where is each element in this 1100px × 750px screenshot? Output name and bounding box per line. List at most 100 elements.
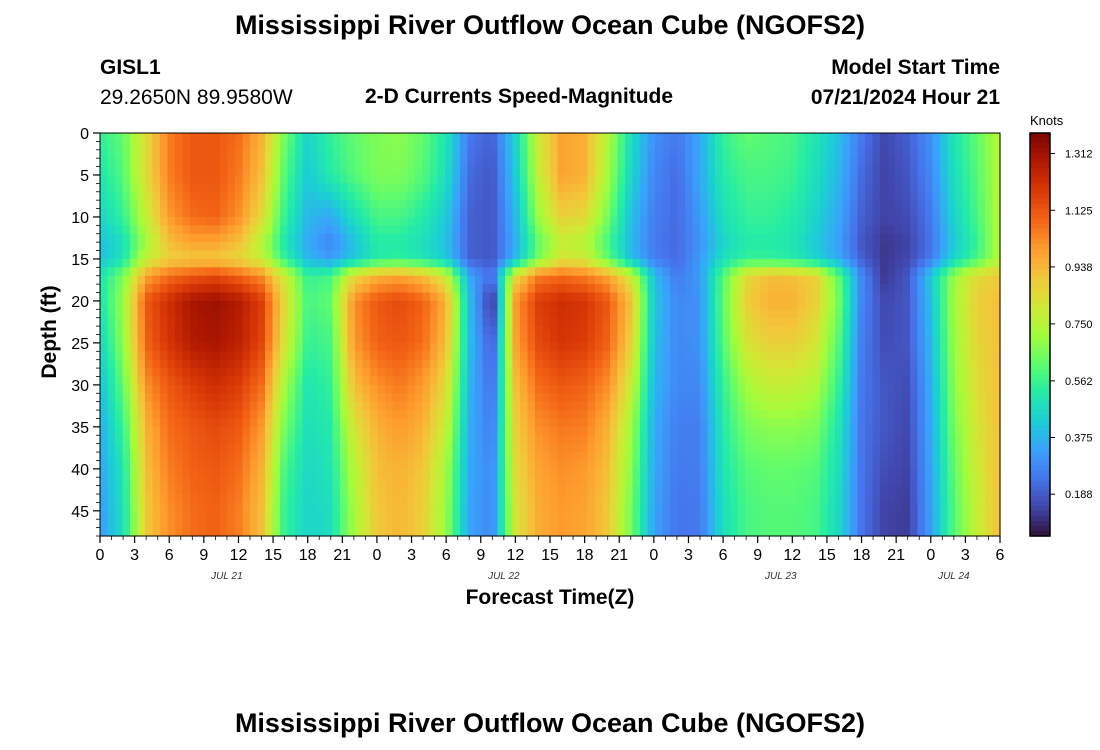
heatmap-cell	[955, 216, 964, 226]
heatmap-cell	[842, 460, 851, 470]
heatmap-cell	[887, 284, 896, 294]
heatmap-cell	[325, 468, 334, 478]
heatmap-cell	[235, 393, 244, 403]
heatmap-cell	[805, 258, 814, 268]
heatmap-cell	[385, 309, 394, 319]
heatmap-cell	[632, 410, 641, 420]
heatmap-cell	[557, 384, 566, 394]
heatmap-cell	[362, 275, 371, 285]
heatmap-cell	[782, 300, 791, 310]
heatmap-cell	[917, 133, 926, 142]
heatmap-cell	[850, 468, 859, 478]
heatmap-cell	[557, 368, 566, 378]
heatmap-cell	[295, 284, 304, 294]
heatmap-cell	[452, 477, 461, 487]
heatmap-cell	[857, 300, 866, 310]
heatmap-cell	[377, 334, 386, 344]
heatmap-cell	[317, 284, 326, 294]
heatmap-cell	[707, 258, 716, 268]
heatmap-cell	[197, 418, 206, 428]
heatmap-cell	[587, 342, 596, 352]
heatmap-cell	[257, 426, 266, 436]
heatmap-cell	[827, 317, 836, 327]
heatmap-cell	[340, 275, 349, 285]
heatmap-cell	[452, 225, 461, 235]
heatmap-cell	[625, 191, 634, 201]
heatmap-cell	[182, 410, 191, 420]
heatmap-cell	[325, 435, 334, 445]
heatmap-cell	[947, 452, 956, 462]
heatmap-cell	[722, 368, 731, 378]
heatmap-cell	[407, 183, 416, 193]
heatmap-cell	[670, 141, 679, 151]
heatmap-cell	[737, 174, 746, 184]
heatmap-cell	[947, 426, 956, 436]
heatmap-cell	[850, 158, 859, 168]
heatmap-cell	[205, 225, 214, 235]
heatmap-cell	[775, 158, 784, 168]
heatmap-cell	[122, 183, 131, 193]
heatmap-cell	[505, 233, 514, 243]
heatmap-cell	[535, 452, 544, 462]
heatmap-cell	[482, 443, 491, 453]
heatmap-cell	[152, 334, 161, 344]
heatmap-cell	[482, 326, 491, 336]
heatmap-cell	[565, 166, 574, 176]
heatmap-cell	[565, 376, 574, 386]
heatmap-cell	[280, 326, 289, 336]
heatmap-cell	[887, 435, 896, 445]
heatmap-cell	[115, 183, 124, 193]
heatmap-cell	[827, 200, 836, 210]
heatmap-cell	[910, 225, 919, 235]
heatmap-cell	[460, 292, 469, 302]
heatmap-cell	[340, 309, 349, 319]
heatmap-cell	[100, 300, 109, 310]
heatmap-cell	[835, 300, 844, 310]
heatmap-cell	[415, 460, 424, 470]
heatmap-cell	[152, 435, 161, 445]
heatmap-cell	[265, 233, 274, 243]
heatmap-cell	[362, 158, 371, 168]
heatmap-cell	[887, 393, 896, 403]
heatmap-cell	[100, 309, 109, 319]
heatmap-cell	[130, 359, 139, 369]
heatmap-cell	[820, 468, 829, 478]
heatmap-cell	[895, 359, 904, 369]
heatmap-cell	[580, 267, 589, 277]
heatmap-cell	[707, 149, 716, 159]
heatmap-cell	[737, 309, 746, 319]
heatmap-cell	[992, 359, 1001, 369]
heatmap-cell	[820, 426, 829, 436]
heatmap-cell	[932, 460, 941, 470]
heatmap-cell	[355, 317, 364, 327]
heatmap-cell	[212, 208, 221, 218]
heatmap-cell	[940, 342, 949, 352]
heatmap-cell	[152, 326, 161, 336]
heatmap-cell	[655, 309, 664, 319]
heatmap-cell	[707, 216, 716, 226]
heatmap-cell	[250, 275, 259, 285]
heatmap-cell	[910, 174, 919, 184]
heatmap-cell	[550, 477, 559, 487]
heatmap-cell	[955, 376, 964, 386]
heatmap-cell	[137, 410, 146, 420]
heatmap-cell	[565, 275, 574, 285]
heatmap-cell	[535, 216, 544, 226]
heatmap-cell	[955, 443, 964, 453]
heatmap-cell	[422, 133, 431, 142]
heatmap-cell	[445, 275, 454, 285]
heatmap-cell	[917, 141, 926, 151]
heatmap-cell	[107, 452, 116, 462]
heatmap-cell	[340, 376, 349, 386]
heatmap-cell	[707, 334, 716, 344]
heatmap-cell	[392, 359, 401, 369]
heatmap-cell	[580, 426, 589, 436]
heatmap-cell	[977, 216, 986, 226]
heatmap-cell	[827, 158, 836, 168]
heatmap-cell	[392, 174, 401, 184]
heatmap-cell	[865, 342, 874, 352]
heatmap-cell	[415, 225, 424, 235]
heatmap-cell	[955, 149, 964, 159]
heatmap-cell	[715, 401, 724, 411]
heatmap-cell	[452, 191, 461, 201]
